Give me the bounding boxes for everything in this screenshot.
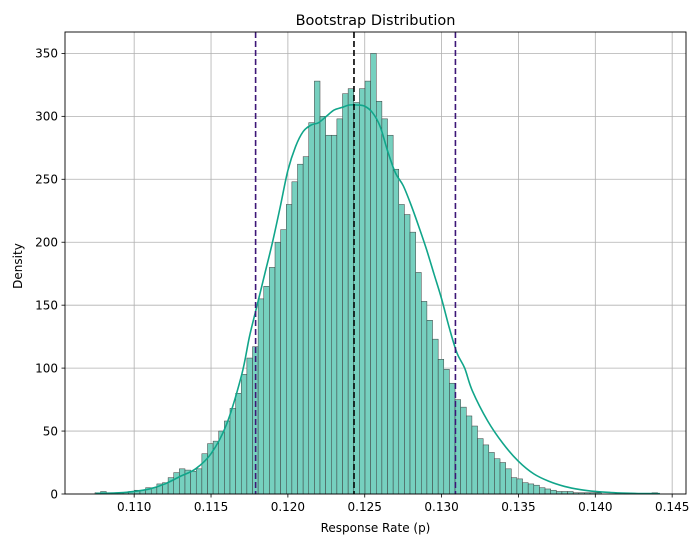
histogram-bar bbox=[471, 425, 478, 495]
histogram-bar bbox=[235, 393, 242, 495]
histogram-bar bbox=[550, 489, 557, 495]
histogram-bar bbox=[421, 301, 428, 495]
histogram-bar bbox=[527, 483, 535, 495]
histogram-bar bbox=[432, 338, 439, 495]
histogram-bar bbox=[398, 204, 405, 495]
histogram-bar bbox=[257, 298, 265, 495]
histogram-bar bbox=[494, 458, 501, 495]
histogram-bar bbox=[460, 406, 467, 495]
histogram-bars bbox=[94, 53, 658, 495]
histogram-bar bbox=[511, 477, 518, 495]
x-tick-label: 0.120 bbox=[271, 500, 305, 514]
histogram-bar bbox=[297, 163, 304, 495]
histogram-bar bbox=[342, 93, 349, 495]
histogram-bar bbox=[331, 134, 338, 495]
histogram-bar bbox=[409, 231, 416, 495]
y-tick-label: 150 bbox=[35, 298, 58, 312]
histogram-bar bbox=[302, 156, 310, 495]
histogram-bar bbox=[505, 468, 512, 495]
histogram-bar bbox=[364, 80, 371, 495]
histogram-bar bbox=[229, 408, 236, 495]
y-axis-title: Density bbox=[11, 243, 25, 289]
histogram-bar bbox=[437, 359, 445, 495]
histogram-bar bbox=[280, 229, 287, 495]
histogram-bar bbox=[269, 267, 276, 495]
x-tick-label: 0.140 bbox=[578, 500, 612, 514]
histogram-bar bbox=[173, 472, 180, 495]
histogram-bar bbox=[392, 168, 400, 495]
histogram-bar bbox=[370, 53, 377, 495]
histogram-bar bbox=[195, 468, 203, 495]
histogram-bar bbox=[240, 374, 248, 495]
y-tick-label: 250 bbox=[35, 173, 58, 187]
histogram-bar bbox=[336, 118, 343, 495]
histogram-bar bbox=[179, 468, 186, 495]
histogram-bar bbox=[314, 80, 321, 495]
histogram-bar bbox=[308, 122, 315, 495]
histogram-bar bbox=[387, 134, 394, 495]
histogram-bar bbox=[539, 487, 546, 495]
y-tick-label: 350 bbox=[35, 47, 58, 61]
histogram-bar bbox=[381, 118, 388, 495]
y-tick-label: 0 bbox=[50, 487, 58, 501]
histogram-bar bbox=[482, 444, 490, 495]
histogram-bar bbox=[449, 382, 456, 495]
reference-lines bbox=[254, 32, 457, 494]
x-tick-label: 0.135 bbox=[501, 500, 535, 514]
histogram-bar bbox=[325, 134, 332, 495]
chart-title: Bootstrap Distribution bbox=[296, 13, 456, 29]
histogram-bar bbox=[466, 415, 473, 495]
x-tick-label: 0.115 bbox=[194, 500, 228, 514]
histogram-bar bbox=[488, 452, 495, 495]
x-axis-title: Response Rate (p) bbox=[321, 521, 431, 535]
histogram-bar bbox=[347, 88, 355, 495]
histogram-bar bbox=[404, 214, 411, 495]
y-tick-label: 300 bbox=[35, 110, 58, 124]
histogram-bar bbox=[263, 286, 270, 495]
histogram-bar bbox=[499, 462, 506, 495]
histogram-bar bbox=[516, 478, 523, 495]
histogram-bar bbox=[291, 181, 298, 495]
y-tick-label: 50 bbox=[43, 424, 58, 438]
histogram-bar bbox=[359, 88, 366, 495]
axis-ticks: 0.110 0.115 0.120 0.125 0.130 0.135 0.140 0.145… bbox=[35, 47, 689, 514]
kde-curve bbox=[95, 103, 660, 495]
histogram-bar bbox=[190, 471, 197, 495]
histogram-bar bbox=[224, 420, 231, 495]
kde-curve-group bbox=[95, 103, 660, 495]
plot-frame bbox=[64, 31, 687, 495]
histogram-bar bbox=[319, 116, 326, 495]
histogram-bar bbox=[522, 482, 529, 495]
y-tick-label: 100 bbox=[35, 361, 58, 375]
histogram-bar bbox=[533, 484, 540, 495]
histogram-bar bbox=[426, 320, 433, 495]
x-tick-label: 0.125 bbox=[348, 500, 382, 514]
histogram-bar bbox=[477, 438, 484, 495]
x-tick-label: 0.130 bbox=[424, 500, 458, 514]
x-tick-label: 0.145 bbox=[655, 500, 689, 514]
y-tick-label: 200 bbox=[35, 236, 58, 250]
histogram-bar bbox=[415, 272, 422, 495]
histogram-bar bbox=[376, 100, 383, 495]
x-tick-label: 0.110 bbox=[117, 500, 151, 514]
histogram-bar bbox=[246, 357, 253, 495]
histogram-bar bbox=[443, 369, 450, 495]
histogram-bar bbox=[544, 488, 551, 495]
histogram-bar bbox=[274, 241, 281, 495]
histogram-bar bbox=[286, 204, 293, 495]
